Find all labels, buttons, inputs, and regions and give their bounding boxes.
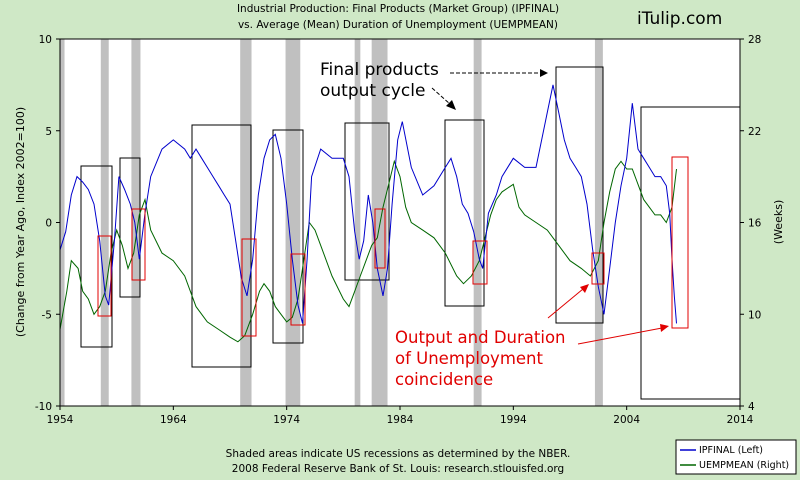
annotation-coincidence-line2: of Unemployment xyxy=(395,349,544,368)
arrow-head xyxy=(660,324,669,332)
legend-label-uempmean: UEMPMEAN (Right) xyxy=(699,460,789,471)
chart-title-line2: vs. Average (Mean) Duration of Unemploym… xyxy=(238,19,558,31)
recession-band xyxy=(240,39,252,406)
coincidence-box xyxy=(131,208,146,281)
series-lines xyxy=(59,84,677,343)
cycle-box xyxy=(344,122,390,281)
x-tick-label: 2004 xyxy=(613,414,640,426)
brand-label: iTulip.com xyxy=(637,9,722,29)
x-tick-label: 1974 xyxy=(273,414,300,426)
arrow-line xyxy=(577,327,663,345)
x-tick-label: 1964 xyxy=(160,414,187,426)
recession-band xyxy=(285,39,301,406)
x-tick-label: 1954 xyxy=(47,414,74,426)
arrow-head xyxy=(580,284,589,293)
right-tick-label: 4 xyxy=(748,401,755,413)
coincidence-box xyxy=(671,156,689,329)
annotation-arrows-red xyxy=(547,284,669,345)
x-tick-label: 1994 xyxy=(500,414,527,426)
cycle-box xyxy=(444,119,485,307)
coincidence-box xyxy=(591,252,605,285)
arrow-head xyxy=(446,100,456,110)
recession-band xyxy=(100,39,109,406)
coincidence-box xyxy=(290,253,306,326)
recession-band xyxy=(473,39,482,406)
x-tick-label: 1984 xyxy=(387,414,414,426)
recession-band xyxy=(60,39,65,406)
recession-band xyxy=(371,39,388,406)
right-tick-label: 10 xyxy=(748,309,761,321)
coincidence-boxes xyxy=(97,156,689,337)
left-tick-label: 0 xyxy=(45,218,52,230)
annotation-coincidence-line1: Output and Duration xyxy=(395,328,566,347)
series-line-ipfinal xyxy=(59,84,677,324)
coincidence-box xyxy=(374,208,386,269)
left-tick-label: -5 xyxy=(42,309,52,321)
arrow-line xyxy=(547,288,584,319)
footer-line1: Shaded areas indicate US recessions as d… xyxy=(226,448,571,460)
coincidence-box xyxy=(472,240,488,285)
coincidence-box xyxy=(97,235,112,317)
coincidence-box xyxy=(241,238,257,337)
right-axis-ticks: 28 22 16 10 4 xyxy=(740,34,762,413)
left-tick-label: 5 xyxy=(45,126,52,138)
right-tick-label: 22 xyxy=(748,126,761,138)
left-axis-ticks: 10 5 0 -5 -10 xyxy=(35,34,60,413)
cycle-box xyxy=(80,165,113,348)
x-tick-label: 2014 xyxy=(727,414,754,426)
series-line-uempmean xyxy=(59,159,677,343)
right-tick-label: 28 xyxy=(748,34,761,46)
annotation-final-products-line1: Final products xyxy=(320,60,439,80)
recession-band xyxy=(594,39,603,406)
plot-area xyxy=(60,39,740,406)
recession-band xyxy=(354,39,361,406)
legend-label-ipfinal: IPFINAL (Left) xyxy=(699,445,763,456)
cycle-box xyxy=(555,66,604,324)
annotation-coincidence-line3: coincidence xyxy=(395,370,493,389)
recession-band xyxy=(131,39,141,406)
footer-line2: 2008 Federal Reserve Bank of St. Louis: … xyxy=(232,463,564,475)
right-tick-label: 16 xyxy=(748,218,762,230)
legend-box xyxy=(675,439,797,475)
left-tick-label: -10 xyxy=(35,401,52,413)
cycle-box xyxy=(119,157,141,298)
legend: IPFINAL (Left) UEMPMEAN (Right) xyxy=(675,439,797,475)
x-axis-ticks: 1954 1964 1974 1984 1994 2004 2014 xyxy=(47,406,754,426)
arrow-head xyxy=(540,69,548,77)
left-axis-label: (Change from Year Ago, Index 2002=100) xyxy=(14,107,27,337)
cycle-box xyxy=(272,129,304,344)
annotation-final-products-line2: output cycle xyxy=(320,81,425,101)
left-tick-label: 10 xyxy=(39,34,52,46)
right-axis-label: (Weeks) xyxy=(772,200,785,244)
chart-title-line1: Industrial Production: Final Products (M… xyxy=(237,3,559,15)
annotation-arrows-black xyxy=(431,69,548,110)
cycle-box xyxy=(191,124,252,368)
arrow-line xyxy=(431,87,451,105)
recession-shading xyxy=(60,39,603,406)
